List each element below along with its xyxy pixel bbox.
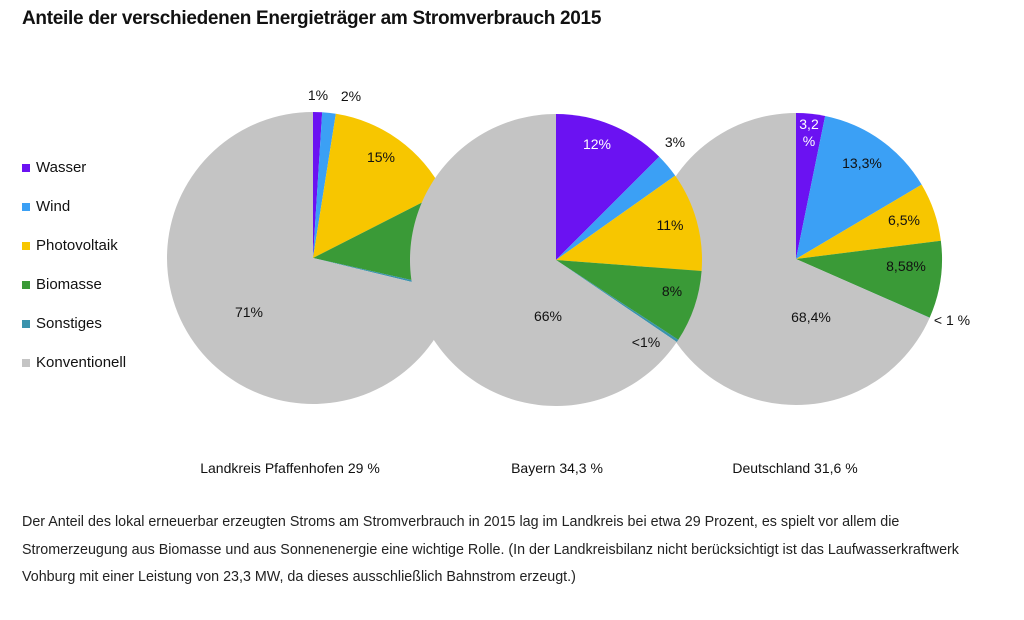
data-label-photovoltaik: 11% — [657, 217, 684, 233]
caption-deutschland: Deutschland 31,6 % — [732, 460, 858, 476]
legend-swatch-photovoltaik — [22, 241, 30, 250]
data-label-konventionell: 66% — [534, 308, 562, 324]
legend-item-biomasse: Biomasse — [22, 265, 126, 304]
legend-item-sonstiges: Sonstiges — [22, 304, 126, 343]
pie-slice-wasser — [556, 114, 660, 260]
legend-item-konventionell: Konventionell — [22, 343, 126, 382]
pie-slice-photovoltaik — [313, 113, 444, 258]
legend-swatch-sonstiges — [22, 319, 30, 328]
pie-slice-konventionell — [167, 112, 455, 404]
data-label-sonstiges: < 1 % — [934, 312, 970, 328]
data-label-biomasse: 8,58% — [886, 258, 926, 274]
legend-label-biomasse: Biomasse — [36, 276, 102, 293]
legend-item-wind: Wind — [22, 187, 126, 226]
pie-chart-2: 3,2 % 13,3% 6,5% 8,58% < 1 % 68,4% — [650, 112, 970, 405]
caption-pfaffenhofen: Landkreis Pfaffenhofen 29 % — [200, 460, 380, 476]
legend-swatch-konventionell — [22, 358, 30, 367]
caption-bayern: Bayern 34,3 % — [511, 460, 603, 476]
legend-label-sonstiges: Sonstiges — [36, 315, 102, 332]
legend-swatch-biomasse — [22, 280, 30, 289]
pie-slice-photovoltaik — [796, 184, 941, 259]
legend-label-konventionell: Konventionell — [36, 354, 127, 371]
pie-slice-wind — [313, 112, 336, 258]
data-label-wasser: 1% — [308, 87, 328, 103]
data-label-konventionell: 71% — [235, 304, 263, 320]
pie-slice-konventionell — [409, 113, 677, 406]
legend-swatch-wasser — [22, 163, 30, 172]
pie-slice-wind — [796, 115, 922, 259]
data-label-photovoltaik: 6,5% — [888, 212, 920, 228]
pie-slice-photovoltaik — [556, 175, 703, 271]
data-label-wind: 2% — [341, 88, 361, 104]
data-label-wind: 13,3% — [842, 155, 882, 171]
pie-slice-konventionell — [650, 113, 930, 405]
pie-charts-area: 1%2%15%10%< 1%71%3,2%13,3%6,5%8,58%< 1 %… — [167, 87, 970, 406]
data-label-sonstiges: <1% — [632, 334, 660, 350]
pie-slice-biomasse — [556, 260, 702, 340]
pie-chart-1: 12% 3% 11% 8% <1% 66% — [409, 113, 703, 406]
pie-slice-wasser — [313, 112, 323, 258]
legend-label-wasser: Wasser — [36, 159, 87, 176]
pie-chart-0: 1%2%15%10%< 1%71% — [167, 87, 459, 404]
data-label-photovoltaik: 15% — [367, 149, 395, 165]
pie-slice-wasser — [796, 112, 826, 259]
pie-slice-biomasse — [796, 240, 943, 318]
data-label-wasser: 3,2% — [799, 116, 819, 149]
legend-item-photovoltaik: Photovoltaik — [22, 226, 126, 265]
data-label-konventionell: 68,4% — [791, 309, 831, 325]
pie-slice-sonstiges — [796, 259, 930, 318]
legend: Wasser Wind Photovoltaik Biomasse Sonsti… — [22, 148, 126, 382]
legend-swatch-wind — [22, 202, 30, 211]
legend-item-wasser: Wasser — [22, 148, 126, 187]
pie-slice-wind — [556, 156, 676, 260]
legend-label-wind: Wind — [36, 198, 71, 215]
data-label-wasser: 12% — [583, 136, 611, 152]
data-label-wind: 3% — [665, 134, 685, 150]
legend-label-photovoltaik: Photovoltaik — [36, 237, 118, 254]
pie-slice-sonstiges — [556, 260, 679, 343]
description-text: Der Anteil des lokal erneuerbar erzeugte… — [22, 514, 959, 585]
chart-title: Anteile der verschiedenen Energieträger … — [22, 8, 602, 29]
data-label-biomasse: 8% — [662, 283, 682, 299]
